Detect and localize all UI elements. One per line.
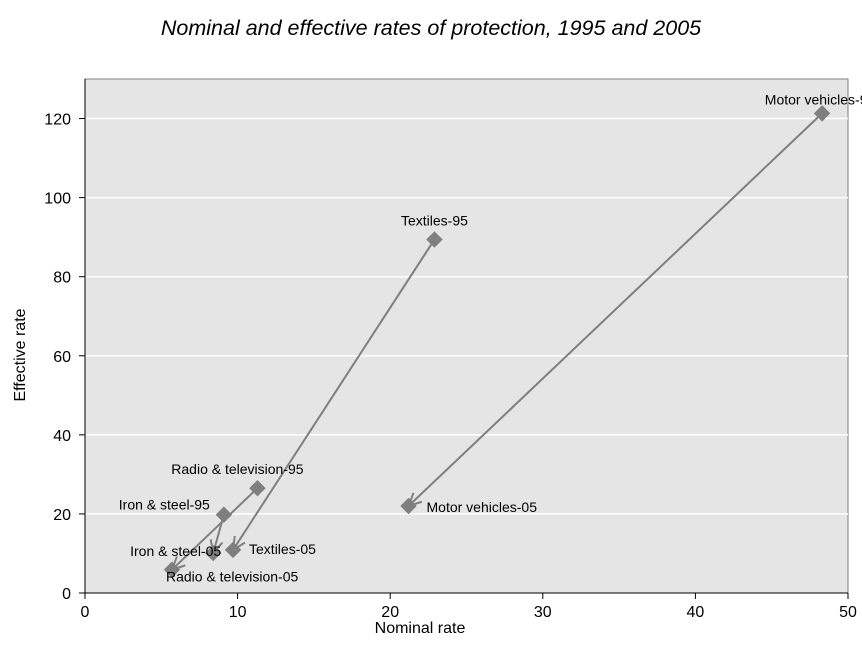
x-tick-label: 30 [534, 604, 552, 621]
gridlines [85, 117, 848, 515]
data-point [215, 506, 233, 523]
arrow-line [232, 238, 436, 551]
y-tick-label: 40 [53, 428, 71, 445]
data-point [249, 480, 266, 497]
y-tick-label: 80 [53, 270, 71, 287]
data-point [163, 561, 181, 578]
x-tick-label: 20 [381, 604, 399, 621]
data-point [224, 541, 242, 559]
plot-area [84, 78, 849, 594]
point-label: Motor vehicles-05 [427, 499, 538, 515]
y-tick-label: 20 [53, 507, 71, 524]
data-point [426, 231, 443, 248]
x-tick-label: 40 [687, 604, 705, 621]
axes [79, 79, 849, 599]
point-label: Textiles-95 [401, 213, 468, 229]
point-label: Radio & television-95 [171, 461, 304, 477]
y-tick-label: 60 [53, 349, 71, 366]
x-tick-label: 10 [229, 604, 247, 621]
data-point [400, 497, 417, 515]
point-label: Iron & steel-05 [130, 543, 221, 559]
x-tick-label: 0 [81, 604, 90, 621]
point-label: Textiles-05 [249, 541, 316, 557]
data-point [813, 105, 831, 122]
y-axis-title: Effective rate [12, 308, 29, 401]
point-labels: Motor vehicles-95 Textiles-95 Radio & tele… [119, 91, 862, 584]
x-axis-title: Nominal rate [375, 620, 466, 637]
y-tick-label: 120 [44, 112, 71, 129]
point-label: Motor vehicles-95 [765, 91, 862, 107]
y-tick-label: 100 [44, 191, 71, 208]
arrow-line [171, 487, 259, 571]
x-tick-label: 50 [839, 604, 857, 621]
chart-title: Nominal and effective rates of protectio… [160, 16, 702, 40]
arrow-line [407, 112, 823, 507]
point-label: Radio & television-05 [166, 569, 299, 585]
point-label: Iron & steel-95 [119, 497, 210, 513]
data-point [204, 544, 222, 562]
data-points [163, 105, 831, 578]
tick-labels: 0 20 40 60 80 100 120 0 10 20 30 40 50 [44, 112, 857, 621]
y-tick-label: 0 [62, 586, 71, 603]
